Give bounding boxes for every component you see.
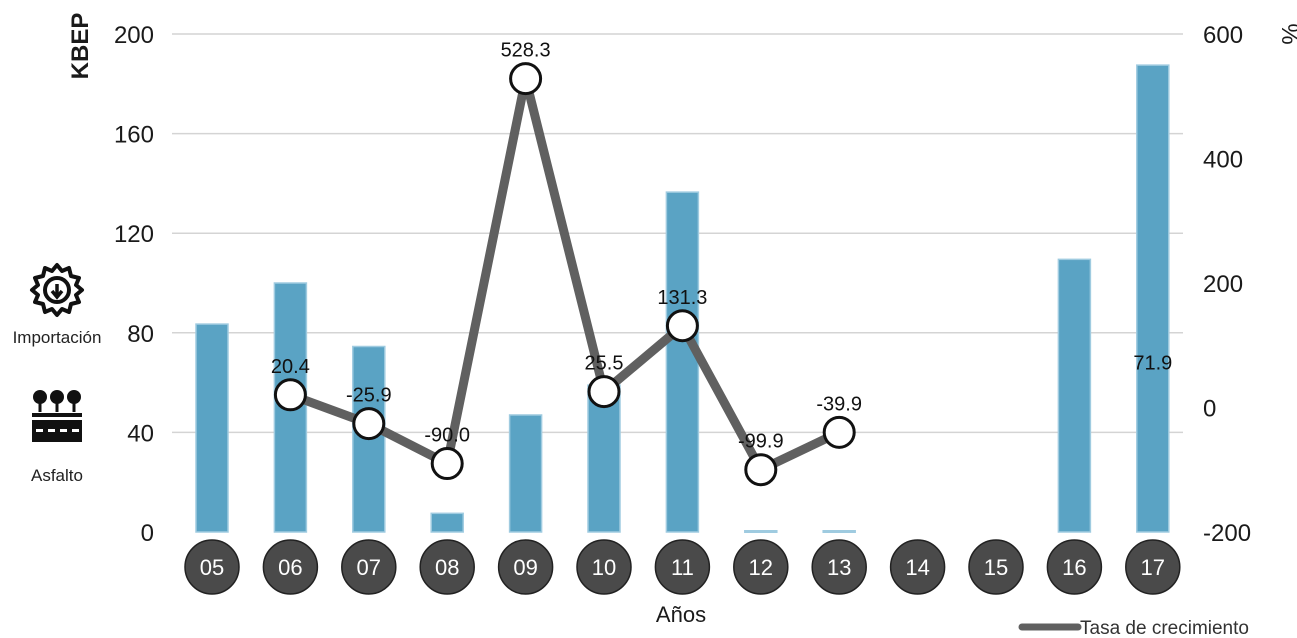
growth-point	[273, 378, 307, 412]
importacion-icon	[30, 263, 84, 317]
x-category-label: 06	[278, 555, 302, 580]
bar	[1136, 64, 1170, 533]
legend: Tasa de crecimiento	[1018, 618, 1249, 638]
x-category-badge	[184, 539, 240, 595]
growth-data-label: -90.0	[424, 425, 470, 447]
y-tick-label: 40	[127, 420, 154, 447]
growth-point	[587, 375, 621, 409]
growth-points	[273, 62, 856, 487]
growth-point	[744, 453, 778, 487]
growth-data-label: 25.5	[585, 353, 624, 375]
x-category-badge	[1046, 539, 1103, 595]
y-tick-label: 160	[114, 122, 154, 149]
bar	[1057, 258, 1092, 533]
bar	[744, 530, 778, 534]
x-category-badge	[654, 539, 711, 595]
y2-tick-label: -200	[1203, 520, 1251, 547]
x-category-label: 13	[827, 555, 851, 580]
x-category-label: 09	[513, 555, 537, 580]
data-labels: 20.4 -25.9 -90.0 528.3 25.5 131.3 -99.9 -39.9 71…	[271, 40, 1172, 453]
x-category-label: 17	[1141, 555, 1165, 580]
growth-point	[822, 415, 856, 449]
x-category-badge	[262, 539, 319, 595]
bar	[430, 512, 464, 533]
growth-point	[352, 407, 386, 441]
y2-tick-label: 600	[1203, 22, 1243, 49]
x-category-badge	[576, 539, 632, 595]
x-category-label: 16	[1062, 555, 1086, 580]
y2-tick-label: 0	[1203, 396, 1216, 423]
y-tick-label: 200	[114, 22, 154, 49]
growth-data-label: -25.9	[346, 385, 392, 407]
x-category-label: 12	[749, 555, 773, 580]
y-tick-label: 80	[127, 321, 154, 348]
x-category-label: 07	[357, 555, 381, 580]
growth-data-label: 71.9	[1133, 353, 1172, 375]
y-tick-label: 120	[114, 221, 154, 248]
x-category-badge	[733, 539, 789, 595]
growth-data-label: 131.3	[657, 287, 707, 309]
x-category-badge	[889, 539, 946, 595]
y-tick-label: 0	[141, 520, 154, 547]
x-category-badge	[497, 539, 554, 595]
bar	[587, 384, 621, 533]
x-category-label: 11	[671, 555, 694, 580]
x-axis-categories: 05 06 07 08 09 10 11 12 13 14 15 16 17	[184, 539, 1181, 595]
x-category-label: 15	[984, 555, 1008, 580]
growth-data-label: 528.3	[501, 40, 551, 62]
legend-label: Tasa de crecimiento	[1080, 618, 1249, 638]
bar	[665, 191, 700, 533]
x-category-label: 05	[200, 555, 224, 580]
growth-data-label: -99.9	[738, 431, 784, 453]
bar	[822, 530, 856, 534]
growth-data-label: 20.4	[271, 356, 310, 378]
asfalto-label: Asfalto	[31, 466, 83, 485]
importacion-label: Importación	[13, 328, 102, 347]
y-axis-title: KBEP	[67, 13, 94, 80]
x-category-badge	[968, 539, 1024, 595]
y2-tick-label: 400	[1203, 147, 1243, 174]
right-axis-ticks: -200 0 200 400 600	[1203, 22, 1251, 547]
x-category-label: 14	[905, 555, 929, 580]
y2-axis-title: %	[1276, 23, 1297, 44]
x-category-label: 10	[592, 555, 616, 580]
growth-point	[665, 309, 699, 343]
x-category-badge	[419, 539, 475, 595]
bar	[195, 323, 229, 533]
x-axis-title: Años	[656, 602, 706, 627]
x-category-label: 08	[435, 555, 459, 580]
x-category-badge	[1125, 539, 1181, 595]
y2-tick-label: 200	[1203, 271, 1243, 298]
growth-point	[509, 62, 543, 96]
asfalto-icon	[32, 390, 82, 442]
bar	[508, 414, 543, 533]
growth-data-label: -39.9	[816, 393, 862, 415]
x-category-badge	[811, 539, 867, 595]
growth-point	[430, 447, 464, 481]
left-axis-ticks: 0 40 80 120 160 200	[114, 22, 154, 547]
x-category-badge	[341, 539, 397, 595]
bars	[195, 64, 1170, 534]
